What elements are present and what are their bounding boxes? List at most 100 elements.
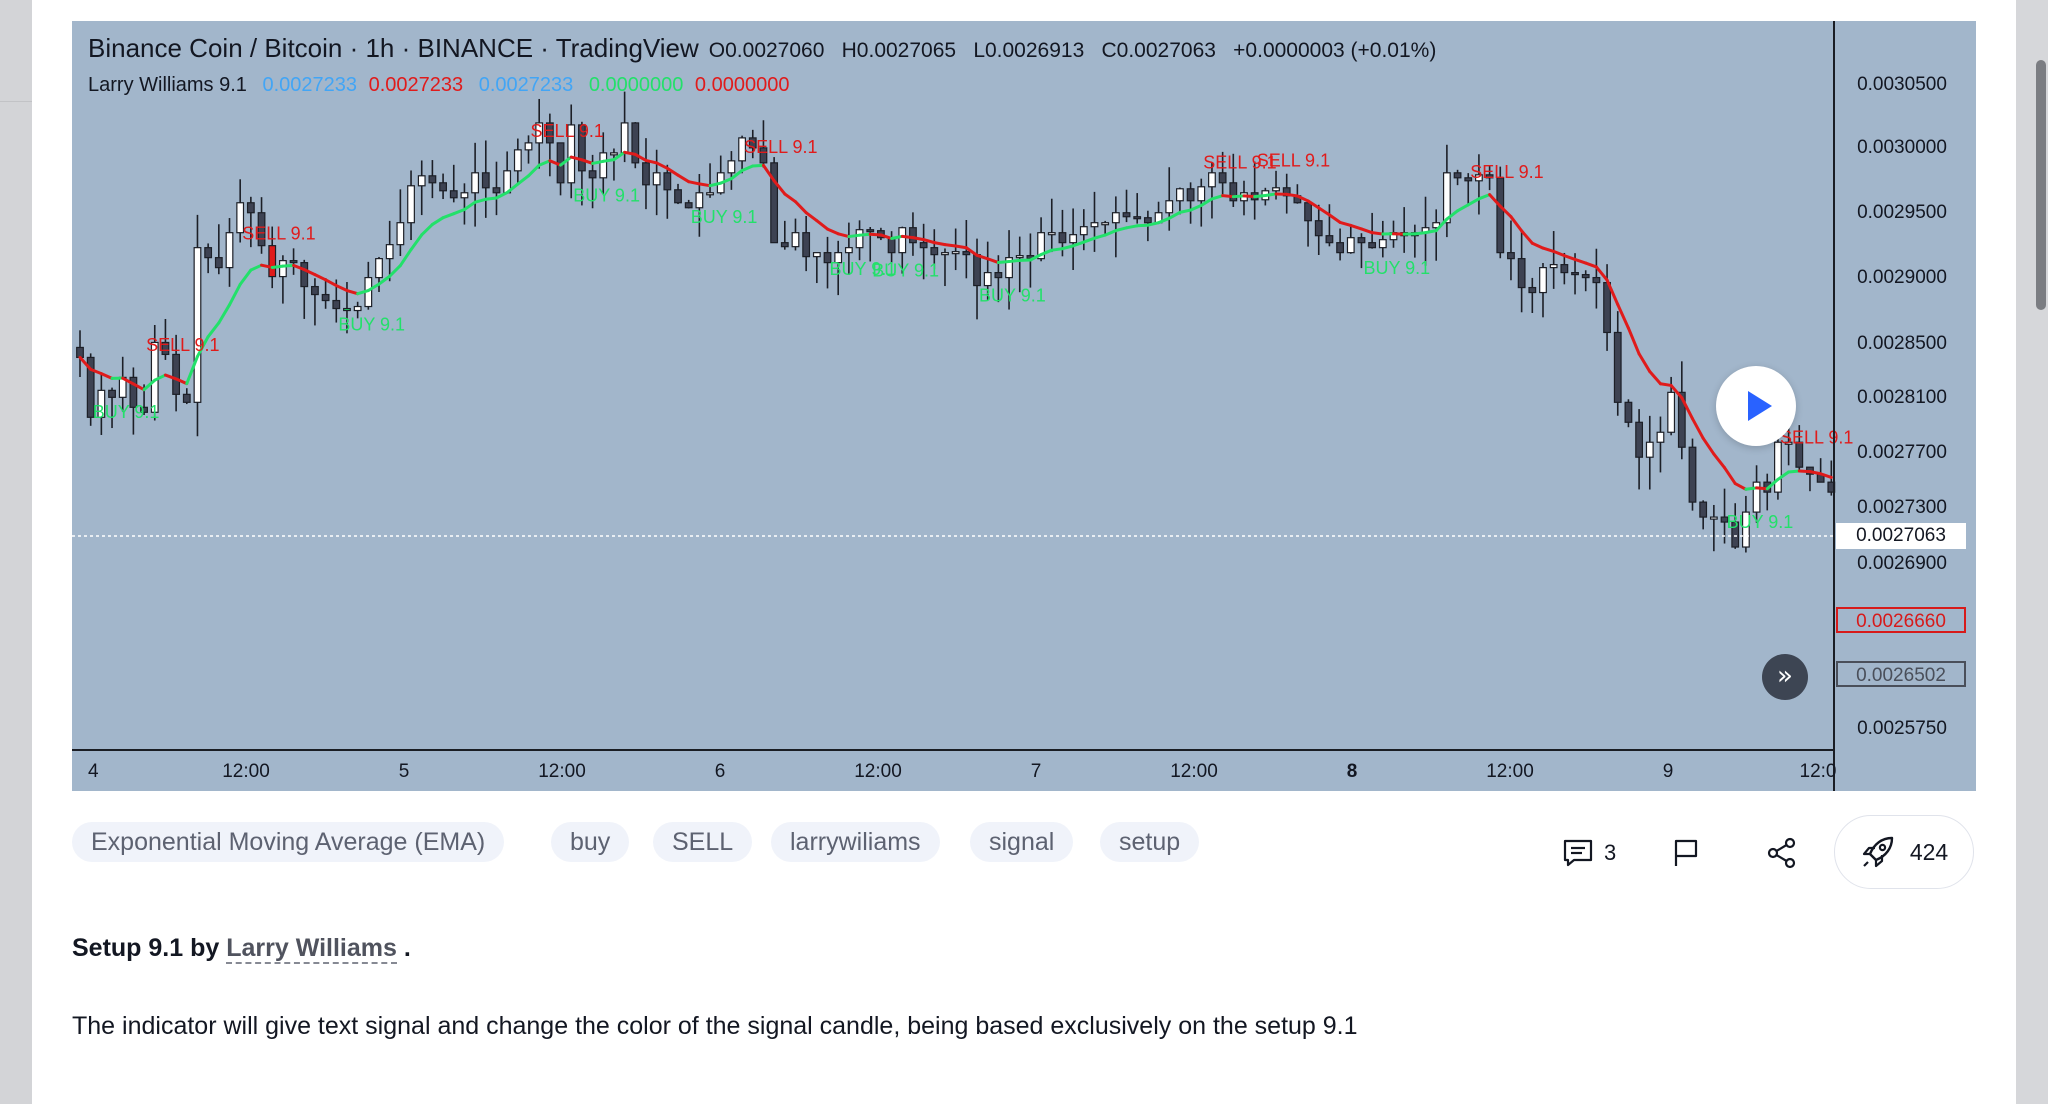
ema-segment	[772, 179, 787, 196]
ema-segment	[1530, 241, 1545, 250]
candle-body	[994, 272, 1003, 279]
description-heading: Setup 9.1 by Larry Williams .	[72, 934, 411, 964]
ema-segment	[131, 382, 146, 392]
candle-body	[1496, 177, 1505, 254]
play-button[interactable]	[1716, 366, 1796, 446]
ema-segment	[1680, 396, 1694, 421]
candle-body	[1346, 237, 1355, 254]
tag-setup[interactable]: setup	[1100, 822, 1200, 862]
ema-segment	[1690, 417, 1705, 440]
time-axis-label: 12:00	[1486, 761, 1534, 782]
sell-signal-label: SELL 9.1	[146, 335, 219, 355]
candle-body	[1507, 252, 1515, 260]
candle-body	[1667, 391, 1676, 433]
candle-body	[1774, 441, 1782, 493]
candle-body	[86, 356, 95, 418]
rocket-icon	[1862, 836, 1894, 868]
ema-segment	[708, 181, 723, 188]
share-button[interactable]	[1766, 828, 1798, 878]
chart-panel[interactable]: BUY 9.1 SELL 9.1 SELL 9.1 BUY 9.1 SELL 9.1 BU…	[72, 21, 1976, 791]
sell-signal-label: SELL 9.1	[1203, 153, 1276, 173]
ema-segment	[1103, 229, 1118, 237]
ema-segment	[1488, 193, 1502, 208]
sell-signal-label: SELL 9.1	[1257, 150, 1330, 170]
tag-signal[interactable]: signal	[970, 822, 1074, 862]
buy-signal-label: BUY 9.1	[979, 286, 1046, 306]
candle-body	[610, 152, 618, 156]
indicator-name[interactable]: Larry Williams 9.1	[88, 74, 247, 96]
ema-segment	[793, 200, 808, 215]
candle-body	[642, 162, 650, 186]
price-axis: 0.0030500 0.0030000 0.0029500 0.0029000 0.00…	[1857, 74, 1947, 739]
candle-body	[823, 252, 832, 264]
time-axis: 4 12:00 5 12:00 6 12:00 7 12:00 8 12:00 9 12:0	[88, 761, 1836, 782]
ema-segment	[932, 241, 947, 247]
ema-segment	[1295, 194, 1310, 203]
candle-body	[631, 122, 640, 164]
candle-body	[1517, 258, 1526, 289]
play-icon	[1748, 391, 1772, 421]
buy-signal-label: BUY 9.1	[573, 185, 640, 205]
ema-segment	[1637, 352, 1652, 374]
ema-segment	[345, 289, 360, 296]
scroll-to-realtime-button[interactable]: »	[1762, 654, 1808, 700]
ema-segment	[1733, 482, 1748, 491]
price-axis-label: 0.0025750	[1857, 718, 1947, 739]
indicator-legend: Larry Williams 9.1 0.0027233 0.0027233 0…	[88, 74, 789, 97]
ema-segment	[1808, 470, 1823, 476]
ema-segment	[676, 173, 691, 184]
ema-segment	[217, 303, 232, 325]
candle-body	[257, 212, 266, 247]
ema-segment	[1552, 249, 1566, 258]
ema-segment	[377, 274, 392, 286]
price-axis-label: 0.0027300	[1857, 497, 1947, 518]
buy-signal-label: BUY 9.1	[1363, 258, 1430, 278]
comments-button[interactable]: 3	[1562, 828, 1616, 878]
candle-body	[1015, 255, 1024, 259]
tag-larrywiliams[interactable]: larrywiliams	[771, 822, 940, 862]
ema-segment	[1573, 257, 1588, 265]
candle-body	[1272, 187, 1280, 192]
ema-segment	[1167, 210, 1182, 220]
report-button[interactable]	[1672, 828, 1700, 878]
ema-segment	[1231, 194, 1246, 199]
ema-segment	[1819, 472, 1833, 479]
ema-segment	[954, 244, 968, 250]
ema-segment	[356, 289, 370, 296]
candle-body	[1699, 501, 1708, 518]
candle-body	[802, 232, 811, 258]
candle-body	[855, 229, 864, 249]
price-axis-label: 0.0029500	[1857, 202, 1947, 223]
price-axis-label: 0.0028100	[1857, 387, 1947, 408]
boost-button[interactable]: 424	[1834, 815, 1974, 889]
tag-sell[interactable]: SELL	[653, 822, 753, 862]
candle-body	[545, 122, 554, 144]
ema-segment	[975, 253, 990, 261]
ema-segment	[612, 150, 627, 162]
candle-body	[1731, 521, 1740, 548]
candle-body	[1058, 232, 1067, 244]
symbol-title[interactable]: Binance Coin / Bitcoin · 1h · BINANCE · …	[88, 33, 699, 63]
tag-ema[interactable]: Exponential Moving Average (EMA)	[72, 822, 505, 862]
candle-body	[930, 247, 939, 256]
ema-segment	[1701, 436, 1716, 456]
description-text: The indicator will give text signal and …	[72, 1012, 1358, 1040]
ema-price-tag: 0.0026660	[1836, 607, 1966, 633]
candle-body	[332, 299, 341, 310]
tag-buy[interactable]: buy	[551, 822, 630, 862]
candle-body	[834, 252, 843, 264]
page-scrollbar-thumb[interactable]	[2036, 60, 2046, 310]
candle-body	[1581, 273, 1590, 279]
ema-segment	[1253, 193, 1267, 199]
price-axis-label: 0.0026900	[1857, 553, 1947, 574]
ema-segment	[964, 246, 979, 257]
candle-body	[780, 242, 789, 248]
candle-body	[1539, 267, 1547, 294]
ema-segment	[858, 232, 872, 237]
buy-signal-label: BUY 9.1	[93, 402, 160, 422]
candle-body	[321, 293, 330, 302]
author-link[interactable]: Larry Williams	[226, 934, 397, 964]
ema-segment	[751, 163, 765, 168]
ema-segment	[388, 264, 402, 278]
